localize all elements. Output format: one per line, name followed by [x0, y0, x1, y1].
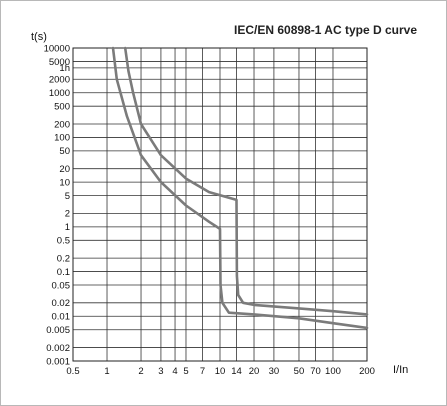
y-tick-label: 1000 — [49, 88, 70, 99]
x-tick-label: 50 — [294, 366, 305, 377]
y-tick-label: 5 — [65, 191, 70, 202]
trip-curve-line-1 — [123, 46, 369, 316]
x-axis-label: I/In — [393, 364, 408, 376]
x-tick-label: 1 — [104, 366, 109, 377]
plot-border — [72, 47, 368, 362]
y-tick-label: 100 — [54, 133, 70, 144]
y-tick-label: 10000 — [44, 43, 70, 54]
y-tick-label: 0.001 — [46, 356, 70, 367]
x-tick-label: 4 — [172, 366, 177, 377]
y-tick-label: 0.02 — [52, 298, 71, 309]
y-tick-label: 200 — [54, 119, 70, 130]
y-tick-label: 0.5 — [57, 236, 70, 247]
y-tick-label: 1 — [65, 222, 70, 233]
y-tick-label: 0.1 — [57, 267, 70, 278]
y-tick-label: 50 — [59, 146, 70, 157]
y-tick-label: 0.005 — [46, 325, 70, 336]
x-tick-label: 70 — [310, 366, 321, 377]
chart-title: IEC/EN 60898-1 AC type D curve — [234, 23, 417, 37]
x-tick-label: 0.5 — [66, 366, 79, 377]
x-tick-label: 200 — [359, 366, 375, 377]
x-tick-label: 20 — [249, 366, 260, 377]
y-tick-label: 20 — [59, 164, 70, 175]
y-tick-label: 2000 — [49, 75, 70, 86]
x-tick-label: 2 — [138, 366, 143, 377]
y-axis-label: t(s) — [31, 31, 47, 43]
y-tick-label: 5000 — [49, 57, 70, 68]
x-tick-label: 5 — [183, 366, 188, 377]
grid — [72, 47, 368, 362]
y-tick-label: 0.002 — [46, 343, 70, 354]
x-tick-label: 7 — [200, 366, 205, 377]
y-tick-label: 1h — [59, 63, 70, 74]
x-tick-label: 30 — [269, 366, 280, 377]
x-tick-labels: 0.5 1 2 3 4 5 7 10 14 20 30 50 70 100 200 — [66, 366, 375, 377]
trip-curves — [111, 46, 369, 330]
x-tick-label: 10 — [215, 366, 226, 377]
y-tick-label: 10 — [59, 177, 70, 188]
y-tick-label: 0.01 — [52, 312, 71, 323]
y-tick-label: 2 — [65, 209, 70, 220]
x-tick-label: 3 — [158, 366, 163, 377]
trip-curve-line-2 — [111, 46, 369, 330]
y-tick-label: 0.2 — [57, 253, 70, 264]
x-tick-label: 14 — [231, 366, 242, 377]
y-tick-label: 500 — [54, 101, 70, 112]
y-tick-label: 0.05 — [52, 280, 71, 291]
x-tick-label: 100 — [325, 366, 341, 377]
